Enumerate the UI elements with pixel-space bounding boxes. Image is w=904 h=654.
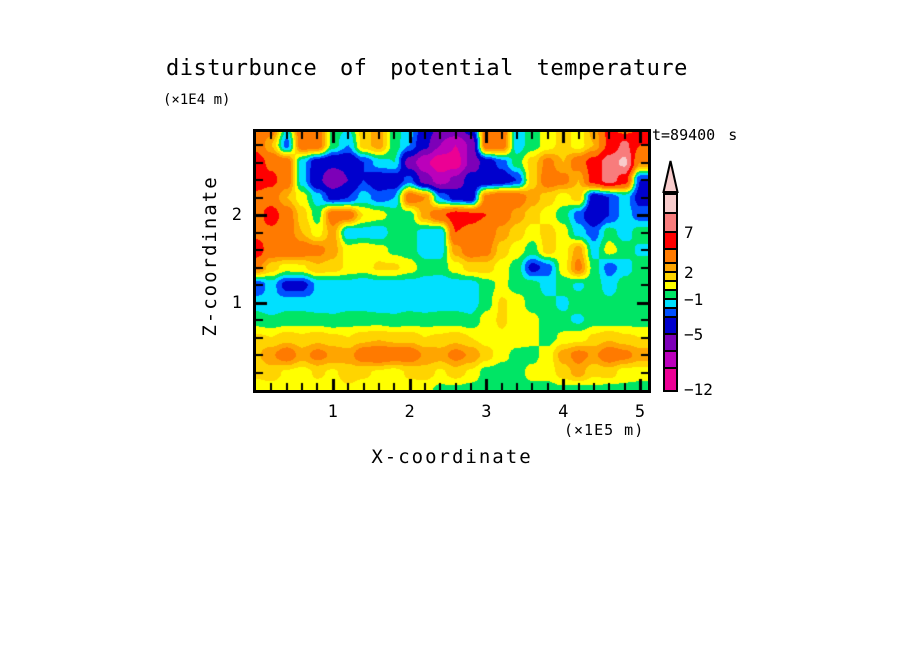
colorbar-segment-13 bbox=[665, 369, 676, 390]
colorbar-segment-0 bbox=[665, 195, 676, 214]
colorbar-segment-1 bbox=[665, 214, 676, 233]
x-tick-label-1: 1 bbox=[327, 402, 338, 422]
colorbar-segment-5 bbox=[665, 273, 676, 282]
colorbar-label-−5: −5 bbox=[684, 325, 704, 344]
colorbar-label-2: 2 bbox=[684, 263, 694, 282]
y-axis-unit-label: (×1E4 m) bbox=[163, 92, 231, 108]
colorbar-segment-7 bbox=[665, 291, 676, 300]
colorbar-segment-3 bbox=[665, 250, 676, 264]
colorbar-label-7: 7 bbox=[684, 223, 694, 242]
colorbar-segment-9 bbox=[665, 309, 676, 318]
plot-area bbox=[253, 129, 651, 393]
y-tick-label-1: 1 bbox=[231, 292, 242, 313]
colorbar-segment-11 bbox=[665, 335, 676, 352]
y-tick-label-2: 2 bbox=[231, 205, 242, 225]
x-tick-label-2: 2 bbox=[404, 402, 415, 422]
colorbar-segment-6 bbox=[665, 282, 676, 291]
colorbar-segment-2 bbox=[665, 233, 676, 250]
x-axis-title: X-coordinate bbox=[371, 446, 533, 468]
colorbar-segment-12 bbox=[665, 352, 676, 369]
x-axis-unit-label: (×1E5 m) bbox=[564, 421, 645, 439]
x-tick-label-5: 5 bbox=[634, 402, 646, 422]
time-annotation: t=89400 s bbox=[652, 126, 738, 144]
x-tick-label-4: 4 bbox=[558, 402, 569, 422]
colorbar bbox=[663, 193, 678, 392]
contour-field-canvas bbox=[256, 132, 648, 390]
chart-title: disturbunce of potential temperature bbox=[166, 56, 688, 81]
x-tick-label-3: 3 bbox=[481, 402, 492, 422]
colorbar-segment-8 bbox=[665, 300, 676, 309]
colorbar-overflow-arrow-icon bbox=[662, 160, 679, 193]
colorbar-label-−12: −12 bbox=[684, 380, 713, 399]
colorbar-label-−1: −1 bbox=[684, 290, 704, 309]
colorbar-segment-4 bbox=[665, 264, 676, 273]
colorbar-segment-10 bbox=[665, 318, 676, 335]
